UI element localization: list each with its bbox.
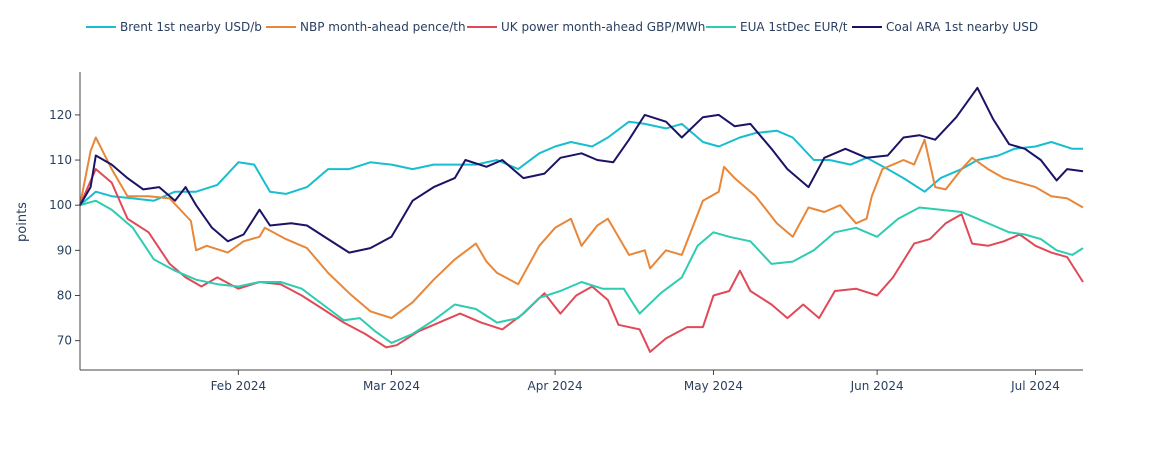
legend-item[interactable]: EUA 1stDec EUR/t: [706, 20, 848, 34]
series-line-2[interactable]: [79, 136, 1084, 320]
legend-item[interactable]: Brent 1st nearby USD/b: [86, 20, 262, 34]
legend-item[interactable]: UK power month-ahead GBP/MWh: [467, 20, 705, 34]
y-tick-label: 120: [49, 108, 72, 122]
legend-label: EUA 1stDec EUR/t: [740, 20, 848, 34]
y-tick-label: 90: [57, 243, 72, 257]
x-tick-label: Apr 2024: [528, 379, 583, 393]
x-tick-label: Jun 2024: [850, 379, 904, 393]
series-line-4[interactable]: [79, 199, 1084, 344]
x-tick-label: Feb 2024: [211, 379, 267, 393]
y-tick-label: 110: [49, 153, 72, 167]
plot-area: [79, 86, 1084, 353]
y-axis-title: points: [15, 202, 30, 242]
legend-item[interactable]: Coal ARA 1st nearby USD: [852, 20, 1038, 34]
legend-label: Coal ARA 1st nearby USD: [886, 20, 1038, 34]
legend: Brent 1st nearby USD/b NBP month-ahead pe…: [86, 20, 1038, 34]
y-tick-label: 70: [57, 334, 72, 348]
y-tick-label: 80: [57, 289, 72, 303]
x-tick-label: Jul 2024: [1010, 379, 1060, 393]
x-axis: Feb 2024 Mar 2024 Apr 2024 May 2024 Jun 2024…: [80, 369, 1083, 393]
legend-label: Brent 1st nearby USD/b: [120, 20, 262, 34]
series-line-1[interactable]: [79, 120, 1083, 206]
legend-label: NBP month-ahead pence/th: [300, 20, 466, 34]
y-axis: 70 80 90 100 110 120: [49, 72, 81, 370]
series-line-5[interactable]: [79, 86, 1084, 254]
legend-item[interactable]: NBP month-ahead pence/th: [266, 20, 466, 34]
x-tick-label: May 2024: [684, 379, 743, 393]
x-tick-label: Mar 2024: [363, 379, 420, 393]
y-tick-label: 100: [49, 198, 72, 212]
series-line-3[interactable]: [79, 168, 1084, 353]
legend-label: UK power month-ahead GBP/MWh: [501, 20, 705, 34]
